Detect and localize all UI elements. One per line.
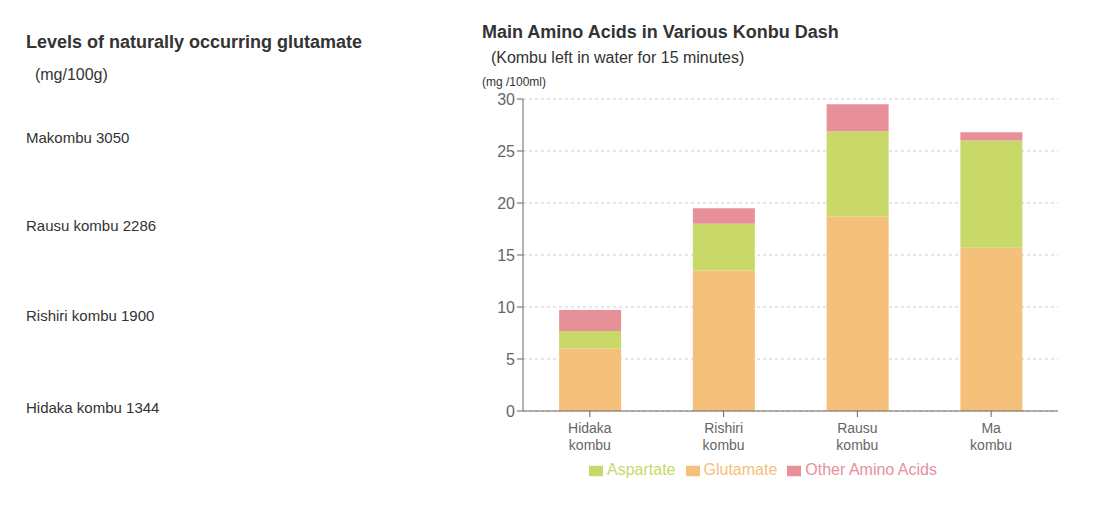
html-text:Main Amino Acids in Various Ko: Main Amino Acids in Various Konbu Dash bbox=[482, 22, 839, 42]
html-text:Other Amino Acids: Other Amino Acids bbox=[805, 461, 937, 478]
html-text:Levels of naturally occurring: Levels of naturally occurring glutamate bbox=[26, 32, 363, 52]
svg-text:25: 25 bbox=[497, 143, 515, 160]
svg-text:Hidakakombu: Hidakakombu bbox=[568, 420, 612, 453]
svg-text:Rausukombu: Rausukombu bbox=[836, 420, 878, 453]
html-text:(mg /100ml): (mg /100ml) bbox=[482, 75, 546, 89]
svg-text:30: 30 bbox=[497, 91, 515, 108]
svg-text:Makombu: Makombu bbox=[970, 420, 1012, 453]
html-text:Hidaka kombu 1344: Hidaka kombu 1344 bbox=[26, 399, 160, 416]
svg-text:0: 0 bbox=[506, 403, 515, 420]
svg-text:15: 15 bbox=[497, 247, 515, 264]
html-text:Rishiri kombu 1900: Rishiri kombu 1900 bbox=[26, 306, 155, 324]
html-text:Glutamate: Glutamate bbox=[703, 461, 778, 478]
svg-text:20: 20 bbox=[497, 195, 515, 212]
html-text:(Kombu left in water for 15 mi: (Kombu left in water for 15 minutes) bbox=[482, 49, 745, 66]
html-text:(mg/100g): (mg/100g) bbox=[26, 66, 108, 83]
svg-text:5: 5 bbox=[506, 351, 515, 368]
html-text:Aspartate: Aspartate bbox=[607, 461, 676, 478]
html-text:Makombu 3050: Makombu 3050 bbox=[26, 129, 130, 146]
svg-text:10: 10 bbox=[497, 299, 515, 316]
svg-text:Rishirikombu: Rishirikombu bbox=[703, 420, 745, 453]
html-text:Rausu kombu 2286: Rausu kombu 2286 bbox=[26, 216, 157, 234]
